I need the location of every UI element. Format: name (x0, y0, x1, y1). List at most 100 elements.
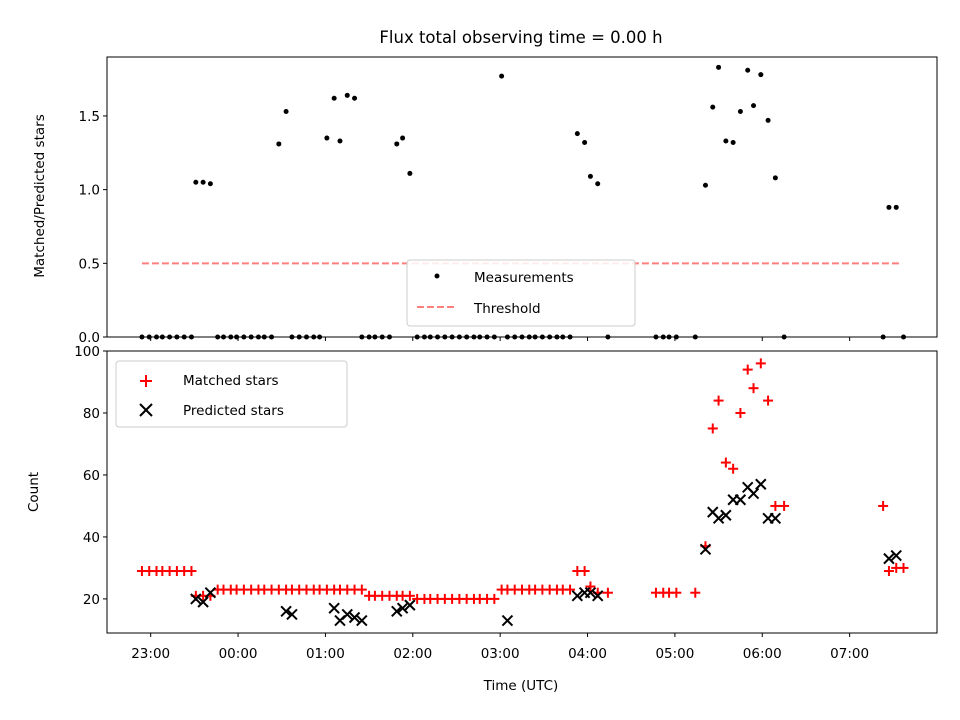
measurement-point (407, 170, 413, 176)
matched-point (770, 500, 781, 511)
measurement-point (394, 141, 400, 147)
matched-point (720, 457, 731, 468)
predicted-point (584, 587, 597, 599)
predicted-point (720, 509, 732, 521)
predicted-point (190, 593, 202, 605)
predicted-point (883, 552, 895, 565)
measurement-point (283, 109, 289, 115)
predicted-point (501, 614, 514, 627)
y-tick-label: 1.5 (79, 109, 100, 125)
matched-point (742, 364, 753, 375)
count-plot-frame (106, 350, 938, 634)
measurement-point (587, 173, 593, 179)
y-tick-label: 20 (83, 592, 100, 608)
y-tick-label: 40 (83, 530, 100, 546)
predicted-point (404, 599, 416, 611)
predicted-point (890, 549, 902, 562)
matched-point (883, 566, 894, 577)
measurement-point (193, 179, 199, 185)
threshold-legend-label: Threshold (473, 301, 541, 317)
x-tick-label: 02:00 (393, 646, 432, 662)
measurement-point (400, 135, 406, 141)
measurement-point (582, 139, 588, 145)
ratio-panel: 0.0 0.5 1.0 1.5 Matched/Predicted stars Mea… (32, 56, 938, 346)
matched-point (763, 395, 774, 406)
measurement-point (702, 182, 708, 188)
matched-point (602, 587, 613, 598)
measurement-point (765, 117, 771, 123)
predicted-point (699, 543, 712, 556)
measurement-point (886, 204, 892, 210)
measurement-point (716, 64, 722, 70)
matched-point (690, 587, 701, 598)
ratio-y-label: Matched/Predicted stars (32, 114, 48, 277)
count-legend: Matched stars Predicted stars (115, 360, 348, 428)
y-tick-label: 0.0 (79, 330, 100, 346)
predicted-point (396, 602, 409, 614)
count-y-label: Count (26, 472, 42, 512)
predicted-point (280, 605, 292, 618)
measurement-point (352, 95, 358, 101)
matched-point (671, 587, 682, 598)
x-tick-label: 05:00 (655, 646, 694, 662)
x-tick-label: 03:00 (481, 646, 520, 662)
predicted-point (755, 478, 767, 490)
measurement-point (737, 109, 743, 115)
matched-point (404, 590, 415, 601)
measurement-point (745, 67, 751, 73)
measurement-point (324, 135, 330, 141)
predicted-point (747, 487, 760, 500)
matched-point (489, 593, 500, 604)
predicted-point (391, 605, 403, 618)
predicted-point (712, 512, 725, 525)
matched-point (755, 358, 766, 369)
predicted-point (341, 608, 353, 621)
predicted-legend-label: Predicted stars (183, 403, 284, 419)
matched-point (735, 407, 746, 418)
y-tick-label: 100 (74, 344, 100, 360)
y-tick-label: 80 (83, 406, 100, 422)
ratio-legend: Measurements Threshold (406, 259, 636, 327)
matched-legend-label: Matched stars (183, 373, 279, 389)
measurement-point (337, 138, 343, 144)
measurements-legend-label: Measurements (474, 270, 574, 286)
matched-point (579, 566, 590, 577)
measurements-legend-marker (434, 273, 440, 279)
matched-point (779, 500, 790, 511)
x-tick-label: 00:00 (219, 646, 258, 662)
matched-point (356, 584, 367, 595)
count-panel: 20 40 60 80 100 23:00 00:00 01:00 02:00 03:00 04:… (26, 344, 938, 694)
ratio-y-ticks: 0.0 0.5 1.0 1.5 (79, 109, 107, 346)
matched-point (748, 383, 759, 394)
measurement-point (331, 95, 337, 101)
matched-point (878, 500, 889, 511)
predicted-point (769, 512, 782, 525)
predicted-point (348, 611, 361, 624)
x-tick-label: 01:00 (306, 646, 345, 662)
predicted-point (204, 587, 217, 599)
y-tick-label: 60 (83, 468, 100, 484)
predicted-point (356, 614, 368, 627)
measurement-point (730, 139, 736, 145)
predicted-point (571, 590, 584, 602)
predicted-point (197, 596, 209, 608)
measurement-point (751, 103, 757, 109)
matched-point (728, 463, 739, 474)
count-x-label: Time (UTC) (483, 678, 559, 694)
measurement-point (723, 138, 729, 144)
predicted-legend-marker (139, 403, 153, 417)
matched-point (898, 562, 909, 573)
measurement-point (200, 179, 206, 185)
figure-title: Flux total observing time = 0.00 h (379, 28, 662, 47)
x-tick-label: 23:00 (131, 646, 170, 662)
matched-point (186, 566, 197, 577)
measurement-point (207, 181, 213, 187)
x-tick-label: 07:00 (830, 646, 869, 662)
matched-point (707, 423, 718, 434)
count-y-ticks: 20 40 60 80 100 (74, 344, 107, 608)
x-tick-label: 06:00 (743, 646, 782, 662)
x-tick-label: 04:00 (568, 646, 607, 662)
measurement-point (574, 131, 580, 137)
